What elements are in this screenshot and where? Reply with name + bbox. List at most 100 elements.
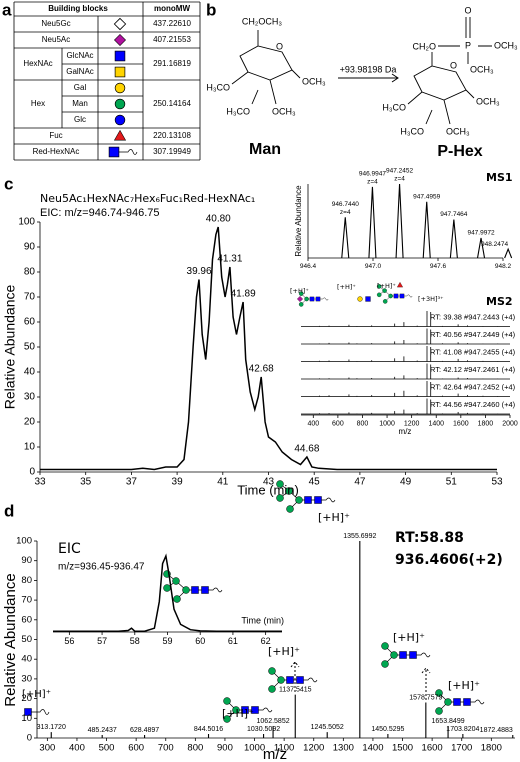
- block-name: Red-HexNAc: [33, 147, 80, 156]
- chem-label: OCH₃: [476, 96, 500, 106]
- x-tick-label: 800: [187, 742, 203, 753]
- peak-label: 1578.7579: [409, 694, 442, 701]
- x-tick-label: 2000: [502, 420, 518, 427]
- x-tick-label: 400: [69, 742, 85, 753]
- chart-title: MS2: [486, 295, 513, 308]
- ring: [231, 30, 301, 105]
- x-tick-label: 500: [99, 742, 115, 753]
- x-tick-label: 900: [217, 742, 233, 753]
- x-axis-label: m/z: [263, 746, 287, 762]
- icon: [114, 98, 126, 110]
- y-tick-label: 100: [16, 536, 32, 547]
- x-tick-label: 56: [64, 636, 74, 646]
- icon: [114, 114, 126, 126]
- row-label: RT: 39.38 #947.2443 (+4): [430, 313, 516, 322]
- peak-label: 628.4897: [130, 727, 159, 734]
- row-label: RT: 44.56 #947.2460 (+4): [430, 400, 516, 409]
- y-tick-label: 0: [27, 733, 32, 744]
- y-tick-label: 80: [24, 267, 36, 278]
- chem-label: CH₂OCH₃: [242, 16, 282, 26]
- x-tick-label: 41: [217, 477, 229, 488]
- glycan-annotations: [24, 282, 485, 722]
- peak: [504, 247, 513, 259]
- y-axis-label: Relative Abundance: [294, 185, 303, 257]
- x-tick-label: 57: [97, 636, 107, 646]
- compound-name: Man: [249, 141, 281, 158]
- icon: [114, 50, 126, 62]
- y-axis-label: Relative Abundance: [2, 285, 18, 410]
- x-tick-label: 1000: [379, 420, 395, 427]
- chem-label: H₃CO: [400, 126, 424, 136]
- x-tick-label: 51: [446, 477, 458, 488]
- x-tick-label: 1500: [392, 742, 413, 753]
- y-tick-label: 70: [24, 292, 36, 303]
- glycan: [436, 690, 485, 715]
- block-subtype: GlcNAc: [66, 51, 93, 60]
- block-subtype: GalNAc: [66, 67, 94, 76]
- icon: [31, 709, 50, 715]
- peak-label: 313.1720: [37, 724, 66, 731]
- x-tick-label: 1400: [428, 420, 444, 427]
- peak-label: 1872.4883: [480, 727, 513, 734]
- panel-label: d: [4, 501, 14, 520]
- peak-label: 947.4959: [413, 193, 440, 200]
- chem-label: P: [465, 40, 471, 50]
- x-tick-label: 1100: [274, 742, 294, 753]
- chem-label: O: [276, 41, 283, 51]
- x-tick-label: 1800: [481, 742, 502, 753]
- peak: [368, 186, 377, 259]
- annotation: [+H]⁺: [222, 707, 254, 720]
- row-label: RT: 42.64 #947.2452 (+4): [430, 383, 516, 392]
- x-axis-label: m/z: [399, 427, 412, 436]
- x-tick-label: 1200: [303, 742, 324, 753]
- peak-label: 1450.5295: [371, 726, 404, 733]
- peak-label: 485.2437: [88, 727, 117, 734]
- x-tick-label: 1400: [362, 742, 383, 753]
- peak-label: 947.9972: [467, 230, 494, 237]
- x-tick-label: 35: [80, 477, 92, 488]
- chart-title: MS1: [486, 171, 513, 184]
- peak-label: 946.9947: [359, 171, 386, 178]
- chem-label: OCH₃: [446, 126, 470, 136]
- mono-mw: 437.22610: [153, 19, 191, 28]
- table-icons: [108, 17, 138, 158]
- row-label: RT: 42.12 #947.2461 (+4): [430, 365, 516, 374]
- panel-label: a: [2, 0, 12, 19]
- chart-title: EIC: [58, 541, 81, 557]
- chem-label: OCH₃: [272, 106, 296, 116]
- peak: [476, 237, 486, 259]
- row-label: RT: 41.08 #947.2455 (+4): [430, 348, 516, 357]
- peak-label: 40.80: [206, 214, 231, 225]
- x-tick-label: 1600: [453, 420, 469, 427]
- mono-mw: 307.19949: [153, 147, 191, 156]
- annotation: [+H]⁺: [377, 282, 396, 290]
- icon: [114, 82, 126, 94]
- charge-label: z=4: [340, 209, 351, 216]
- x-tick-label: 946.4: [300, 263, 317, 270]
- icon: [297, 296, 303, 302]
- annotation: [+H]⁺: [337, 283, 356, 291]
- x-tick-label: 1600: [422, 742, 443, 753]
- peak-label: 39.96: [187, 266, 212, 277]
- x-tick-label: 60: [195, 636, 205, 646]
- x-tick-label: 39: [172, 477, 184, 488]
- icon: [365, 296, 371, 302]
- x-tick-label: 1800: [478, 420, 494, 427]
- peak-label: 844.5016: [194, 726, 223, 733]
- annotation: [+H]⁺: [290, 287, 309, 295]
- peak-label: 41.89: [231, 289, 256, 300]
- arrow: [338, 73, 399, 83]
- y-axis-label: Relative Abundance: [2, 573, 19, 706]
- block-subtype: Man: [72, 99, 88, 108]
- chart-subtitle: EIC: m/z=946.74-946.75: [40, 207, 160, 219]
- chem-label: CH₂O: [413, 41, 437, 51]
- glycan: [382, 643, 431, 668]
- x-tick-label: 800: [357, 420, 369, 427]
- annotation: [+H]⁺: [448, 679, 480, 692]
- chem-label: OCH₃: [494, 40, 518, 50]
- x-tick-label: 58: [130, 636, 140, 646]
- icon: [108, 146, 120, 158]
- mono-mw: 407.21553: [153, 35, 191, 44]
- chem-label: H₃CO: [226, 106, 250, 116]
- annotation: [+H]⁺: [393, 631, 425, 644]
